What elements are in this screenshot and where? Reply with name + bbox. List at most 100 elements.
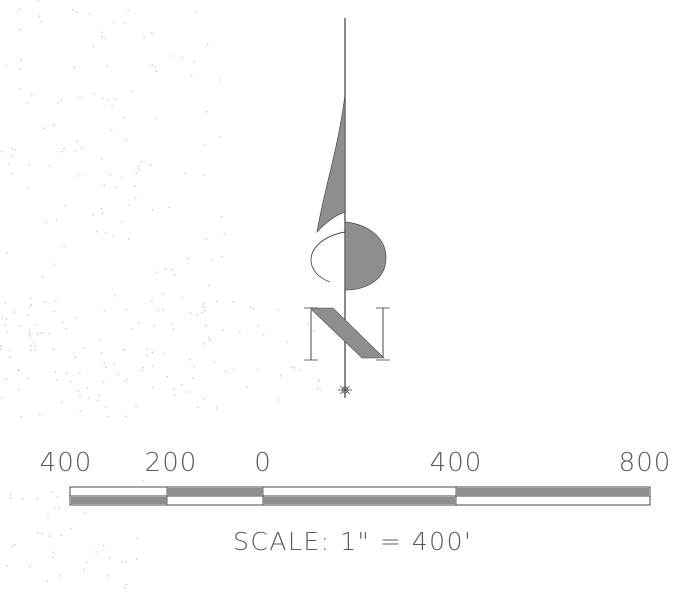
speckle-dot — [101, 36, 103, 38]
scale-bar — [69, 486, 651, 506]
speckle-dot — [193, 366, 195, 368]
speckle-dot — [113, 363, 116, 365]
speckle-dot — [152, 209, 154, 211]
scale-tick-label: 0 — [254, 448, 272, 478]
speckle-dot — [1, 151, 3, 153]
speckle-dot — [146, 348, 148, 350]
speckle-dot — [124, 22, 126, 24]
speckle-dot — [203, 303, 205, 305]
speckle-dot — [13, 311, 16, 313]
speckle-dot — [196, 314, 198, 316]
speckle-dot — [125, 309, 127, 311]
speckle-dot — [211, 260, 213, 262]
speckle-dot — [125, 415, 127, 417]
speckle-dot — [103, 310, 105, 312]
speckle-dot — [19, 68, 21, 70]
speckle-dot — [61, 151, 63, 153]
speckle-dot — [27, 186, 29, 188]
speckle-dot — [173, 388, 175, 390]
speckle-dot — [19, 28, 21, 30]
speckle-dot — [207, 44, 209, 46]
speckle-dot — [205, 324, 207, 326]
speckle-dot — [208, 284, 210, 286]
speckle-dot — [9, 356, 11, 358]
speckle-dot — [22, 498, 24, 500]
speckle-dot — [114, 98, 116, 100]
speckle-dot — [124, 587, 126, 589]
speckle-dot — [30, 344, 32, 346]
speckle-dot — [79, 97, 81, 99]
speckle-dot — [53, 551, 55, 553]
speckle-dot — [10, 497, 12, 499]
speckle-dot — [111, 129, 113, 131]
speckle-dot — [191, 74, 193, 77]
speckle-dot — [142, 480, 144, 482]
speckle-dot — [10, 493, 12, 495]
speckle-dot — [164, 268, 167, 270]
speckle-dot — [42, 332, 45, 334]
speckle-dot — [18, 8, 20, 10]
speckle-dot — [151, 351, 153, 353]
speckle-dot — [37, 0, 40, 2]
speckle-dot — [232, 369, 235, 371]
speckle-dot — [263, 334, 265, 336]
speckle-dot — [6, 565, 8, 567]
scale-tick-label: 800 — [618, 448, 672, 478]
speckle-dot — [100, 352, 103, 354]
speckle-dot — [187, 258, 189, 260]
speckle-dot — [205, 238, 207, 240]
speckle-dot — [1, 317, 4, 319]
speckle-dot — [79, 410, 81, 412]
speckle-dot — [104, 232, 107, 234]
speckle-dot — [0, 345, 2, 347]
speckle-dot — [5, 64, 7, 67]
speckle-dot — [76, 11, 78, 13]
speckle-dot — [100, 208, 102, 210]
speckle-dot — [121, 221, 123, 223]
north-arrow-icon — [304, 18, 390, 398]
speckle-dot — [4, 324, 6, 326]
speckle-dot — [28, 333, 30, 335]
speckle-dot — [48, 332, 50, 335]
speckle-dot — [95, 551, 97, 553]
scale-tick-label: 400 — [429, 448, 483, 478]
speckle-dot — [168, 206, 170, 208]
speckle-dot — [89, 13, 91, 15]
speckle-dot — [219, 79, 221, 81]
speckle-dot — [151, 386, 154, 388]
speckle-dot — [232, 301, 234, 303]
speckle-dot — [146, 354, 148, 357]
speckle-dot — [97, 399, 99, 402]
speckle-dot — [29, 306, 31, 308]
speckle-dot — [35, 349, 37, 351]
speckle-dot — [27, 314, 29, 316]
speckle-dot — [55, 219, 57, 221]
speckle-dot — [108, 99, 110, 101]
speckle-dot — [36, 498, 38, 500]
speckle-dot — [106, 65, 108, 67]
speckle-dot — [49, 165, 51, 167]
speckle-dot — [49, 535, 51, 537]
speckle-dot — [86, 561, 88, 564]
speckle-dot — [319, 389, 321, 391]
speckle-dot — [39, 414, 41, 416]
scale-ratio-text: SCALE: 1" = 400' — [233, 527, 473, 556]
speckle-dot — [87, 397, 90, 399]
speckle-dot — [101, 31, 103, 33]
speckle-dot — [79, 372, 81, 374]
speckle-dot — [5, 378, 7, 380]
speckle-dot — [79, 394, 81, 397]
speckle-dot — [20, 59, 22, 61]
speckle-dot — [249, 306, 251, 308]
speckle-dot — [204, 398, 206, 400]
speckle-dot — [195, 12, 197, 14]
speckle-dot — [57, 102, 59, 104]
scale-tick-label: 400 — [39, 448, 93, 478]
speckle-dot — [153, 325, 155, 327]
speckle-dot — [74, 356, 76, 358]
speckle-dot — [63, 148, 65, 150]
speckle-dot — [126, 379, 128, 381]
speckle-dot — [18, 389, 20, 391]
speckle-dot — [33, 341, 35, 343]
speckle-dot — [109, 174, 112, 176]
